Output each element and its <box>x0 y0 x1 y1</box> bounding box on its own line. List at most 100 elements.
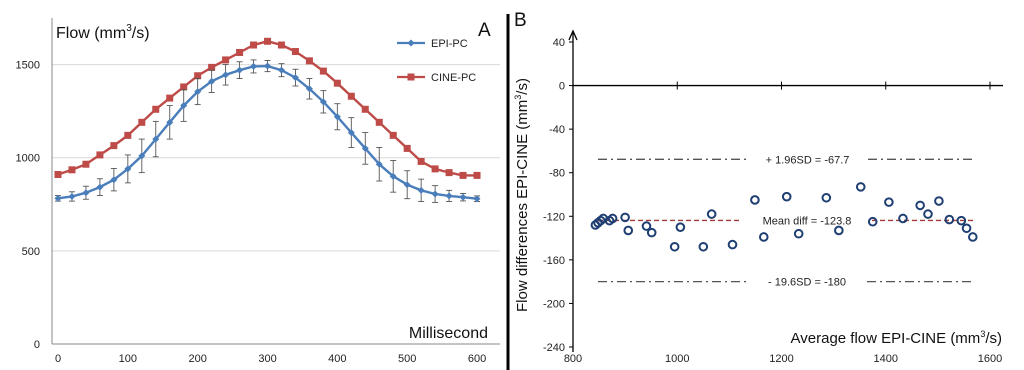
a-point-cine-pc <box>473 171 481 179</box>
a-x-tick-label: 200 <box>188 353 206 365</box>
a-x-tick-label: 600 <box>468 353 486 365</box>
b-y-tick-label: -120 <box>543 211 565 223</box>
a-x-tick-label: 500 <box>398 353 416 365</box>
a-point-cine-pc <box>236 48 244 56</box>
b-point <box>821 192 832 203</box>
b-y-tick-label: -160 <box>543 255 565 267</box>
a-y-tick-label: 0 <box>34 339 40 351</box>
b-point <box>915 200 925 211</box>
a-point-epi-pc <box>319 98 327 106</box>
b-axes <box>569 41 1003 348</box>
b-reference-label: Mean diff = -123.8 <box>763 215 852 227</box>
a-point-epi-pc <box>473 195 481 203</box>
b-y-tick-label: -80 <box>549 168 565 180</box>
b-point <box>620 212 630 223</box>
panel-a-label: A <box>478 20 491 41</box>
a-x-tick-label: 300 <box>258 353 276 365</box>
a-point-cine-pc <box>333 79 341 87</box>
b-reference-line: + 1.96SD = -67.7 <box>598 154 975 166</box>
b-point <box>758 232 769 242</box>
a-point-epi-pc <box>389 172 397 180</box>
b-point <box>923 209 933 219</box>
a-point-cine-pc <box>403 144 411 152</box>
b-point <box>706 209 717 219</box>
a-y-tick-labels: 0 500 1000 1500 <box>16 60 40 351</box>
a-point-epi-pc <box>277 66 285 74</box>
a-point-epi-pc <box>291 74 299 82</box>
a-point-epi-pc <box>375 160 383 168</box>
b-point <box>884 197 894 207</box>
a-point-cine-pc <box>361 105 369 113</box>
a-point-cine-pc <box>389 131 397 139</box>
b-y-axis-arrow <box>568 29 578 41</box>
b-x-tick-label: 1400 <box>874 353 898 365</box>
b-point <box>669 241 680 252</box>
a-point-epi-pc <box>180 102 188 110</box>
b-point <box>934 196 944 206</box>
a-x-tick-labels: 0 100 200 300 400 500 600 <box>55 353 486 365</box>
a-legend-marker <box>407 39 415 47</box>
a-x-tick-label: 0 <box>55 353 61 365</box>
a-point-epi-pc <box>96 183 104 191</box>
a-point-epi-pc <box>236 66 244 74</box>
b-y-tick-label: -240 <box>543 342 565 354</box>
a-point-epi-pc <box>333 113 341 121</box>
a-point-cine-pc <box>96 151 104 159</box>
a-x-tick-label: 400 <box>328 353 346 365</box>
b-y-tick-label: 0 <box>559 81 565 93</box>
a-line-epi-pc <box>57 64 478 200</box>
a-legend-item: EPI-PC <box>397 38 468 50</box>
a-gridlines <box>52 64 500 252</box>
a-point-epi-pc <box>264 62 272 70</box>
a-legend-marker <box>407 73 415 81</box>
a-y-tick-label: 1000 <box>16 153 40 165</box>
a-point-cine-pc <box>68 166 76 174</box>
a-point-epi-pc <box>82 189 90 197</box>
b-point <box>898 213 908 224</box>
b-y-tick-label: 40 <box>553 37 565 49</box>
b-point <box>961 223 972 234</box>
a-point-cine-pc <box>305 57 313 65</box>
a-legend-label: CINE-PC <box>431 72 476 84</box>
a-point-epi-pc <box>124 165 132 173</box>
panel-b: B 40 0 -40 -80 -120 -160 -200 -240 800 1000 1200 1… <box>513 10 1003 365</box>
b-point <box>750 195 760 205</box>
a-point-cine-pc <box>110 142 118 150</box>
b-point <box>698 241 709 252</box>
a-point-cine-pc <box>445 169 453 177</box>
b-point <box>834 225 844 236</box>
a-point-epi-pc <box>250 62 258 70</box>
b-point <box>855 182 866 192</box>
a-point-epi-pc <box>417 186 425 194</box>
a-point-epi-pc <box>361 144 369 152</box>
a-series-layer <box>54 37 481 203</box>
b-point <box>781 191 792 202</box>
a-y-tick-label: 500 <box>22 246 40 258</box>
a-series-cine-pc <box>54 37 481 179</box>
a-y-tick-label: 1500 <box>16 60 40 72</box>
b-point <box>607 213 618 224</box>
a-point-cine-pc <box>250 41 258 49</box>
a-point-epi-pc <box>110 176 118 184</box>
a-legend: EPI-PC CINE-PC <box>397 38 476 84</box>
a-legend-label: EPI-PC <box>431 38 468 50</box>
a-point-epi-pc <box>138 152 146 160</box>
a-point-epi-pc <box>54 194 62 202</box>
b-reference-lines: + 1.96SD = -67.7 Mean diff = -123.8 - 19.6… <box>598 154 975 289</box>
b-x-tick-label: 1000 <box>665 353 689 365</box>
a-point-cine-pc <box>82 160 90 168</box>
a-point-cine-pc <box>124 131 132 139</box>
a-point-cine-pc <box>222 56 230 64</box>
a-x-axis-title: Millisecond <box>409 325 488 342</box>
a-point-cine-pc <box>180 83 188 91</box>
panel-b-label: B <box>514 10 527 31</box>
a-series-epi-pc <box>54 59 481 203</box>
b-points <box>590 182 978 252</box>
a-point-epi-pc <box>347 129 355 137</box>
a-point-cine-pc <box>459 171 467 179</box>
panel-a: 0 500 1000 1500 0 100 200 300 400 500 600 Flow (m… <box>16 18 500 365</box>
a-point-epi-pc <box>152 135 160 143</box>
b-x-tick-label: 1200 <box>769 353 793 365</box>
a-point-cine-pc <box>431 165 439 173</box>
